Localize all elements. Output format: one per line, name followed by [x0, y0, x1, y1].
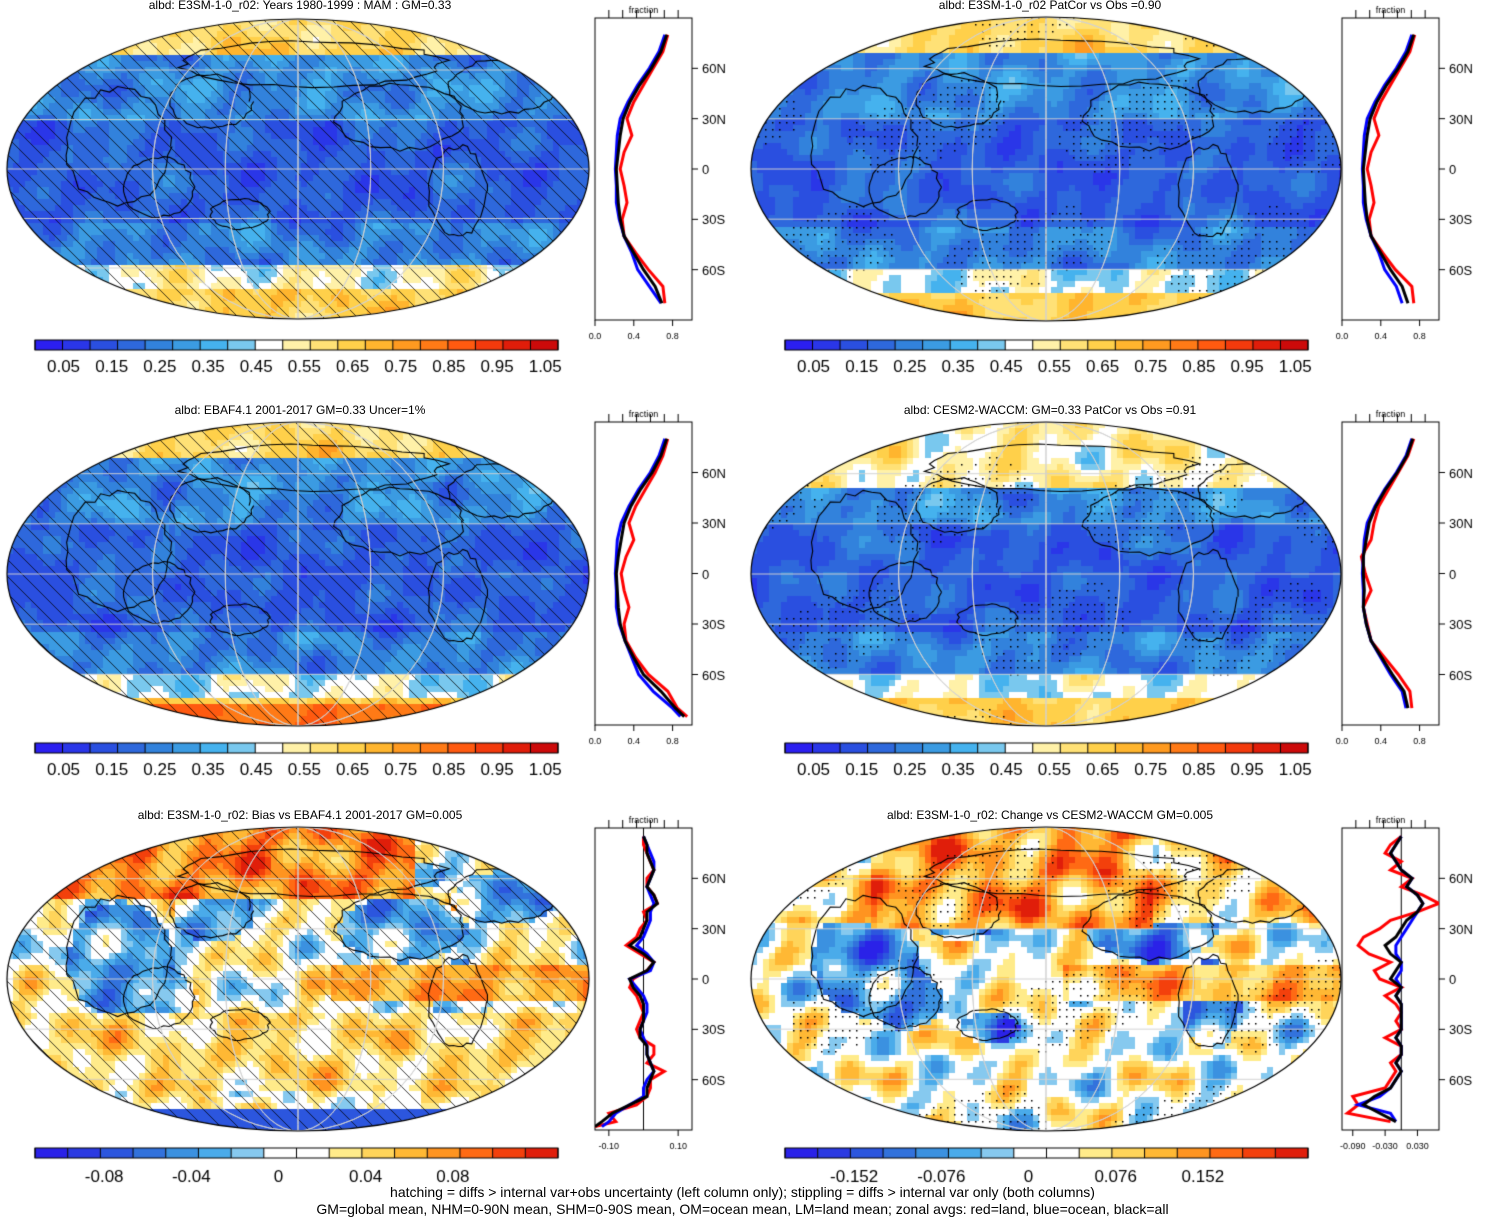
panel-title: albd: CESM2-WACCM: GM=0.33 PatCor vs Obs…: [903, 403, 1197, 417]
panel-title: albd: E3SM-1-0_r02: Years 1980-1999 : MA…: [148, 0, 452, 12]
footer-line-2: GM=global mean, NHM=0-90N mean, SHM=0-90…: [316, 1201, 1169, 1217]
panel-title: albd: EBAF4.1 2001-2017 GM=0.33 Uncer=1%: [174, 403, 426, 417]
panel-title: albd: E3SM-1-0_r02: Bias vs EBAF4.1 2001…: [137, 808, 463, 822]
panel-title: albd: E3SM-1-0_r02: Change vs CESM2-WACC…: [886, 808, 1213, 822]
footer-line-1: hatching = diffs > internal var+obs unce…: [390, 1184, 1095, 1200]
panel-title: albd: E3SM-1-0_r02 PatCor vs Obs =0.90: [938, 0, 1162, 12]
